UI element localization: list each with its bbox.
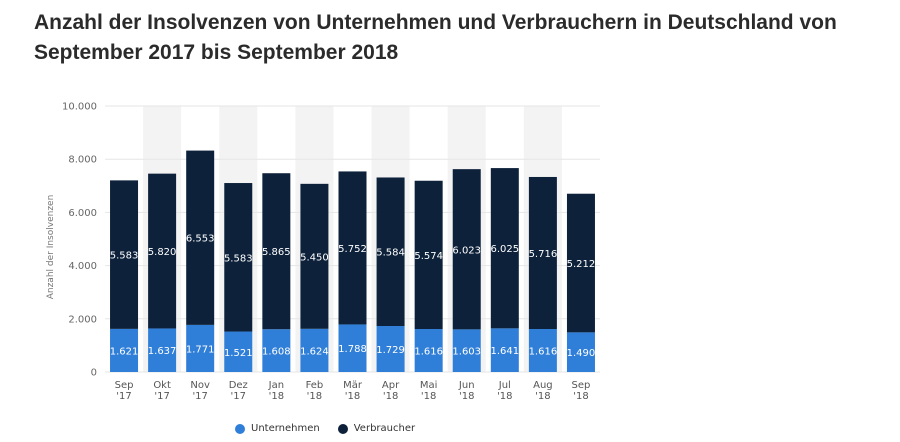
x-tick-label-year: '18: [421, 391, 436, 402]
y-tick-label: 6.000: [68, 208, 97, 219]
data-label-unternehmen: 1.641: [490, 346, 519, 357]
data-label-verbraucher: 5.583: [110, 251, 139, 262]
legend-marker-unternehmen: [235, 423, 245, 434]
bar-unternehmen: [414, 329, 443, 372]
bar-unternehmen: [376, 326, 405, 372]
data-label-verbraucher: 5.865: [262, 247, 291, 258]
x-tick-label: Nov: [190, 380, 210, 391]
bar-unternehmen: [338, 324, 367, 372]
data-label-unternehmen: 1.616: [414, 347, 443, 358]
bar-verbraucher: [186, 150, 215, 325]
bar-verbraucher: [376, 177, 405, 327]
data-label-verbraucher: 5.584: [376, 248, 405, 259]
y-tick-label: 2.000: [68, 314, 97, 325]
x-tick-label: Sep: [115, 380, 134, 391]
data-label-verbraucher: 6.553: [186, 234, 215, 245]
data-label-verbraucher: 6.023: [452, 245, 481, 256]
x-tick-label-year: '18: [307, 391, 322, 402]
bar-verbraucher: [110, 180, 139, 329]
data-label-verbraucher: 5.716: [529, 249, 558, 260]
chart-canvas: 1.621 5.583 1.637 5.820 1.771 6.553 1.521 5.583…: [46, 102, 600, 402]
x-tick-label: Mär: [343, 380, 363, 391]
bar-unternehmen: [262, 329, 291, 372]
x-tick-label: Aug: [533, 380, 553, 391]
chart-title: Anzahl der Insolvenzen von Unternehmen u…: [34, 11, 837, 64]
data-label-verbraucher: 6.025: [490, 244, 519, 255]
data-label-verbraucher: 5.820: [148, 247, 177, 258]
data-label-verbraucher: 5.574: [414, 251, 443, 262]
data-label-verbraucher: 5.583: [224, 253, 253, 264]
data-label-unternehmen: 1.603: [452, 347, 481, 358]
bars: [110, 150, 595, 372]
x-tick-label-year: '18: [497, 391, 512, 402]
bar-verbraucher: [566, 193, 595, 333]
x-tick-label: Feb: [306, 380, 324, 391]
legend-label-verbraucher: Verbraucher: [353, 423, 416, 434]
x-tick-label: Okt: [153, 380, 171, 391]
bar-verbraucher: [300, 183, 329, 329]
x-axis: Sep'17Okt'17Nov'17Dez'17Jan'18Feb'18Mär'…: [115, 380, 591, 402]
x-tick-label: Sep: [572, 380, 591, 391]
data-label-unternehmen: 1.637: [148, 346, 177, 357]
data-label-verbraucher: 5.450: [300, 252, 329, 263]
bar-unternehmen: [528, 329, 557, 372]
bar-unternehmen: [224, 331, 253, 372]
data-label-unternehmen: 1.729: [376, 345, 405, 356]
bar-unternehmen: [300, 328, 329, 372]
x-tick-label-year: '18: [383, 391, 398, 402]
data-label-unternehmen: 1.624: [300, 346, 329, 357]
data-label-unternehmen: 1.521: [224, 348, 253, 359]
x-tick-label-year: '17: [192, 391, 207, 402]
legend-item-verbraucher[interactable]: Verbraucher: [337, 423, 416, 434]
bar-verbraucher: [262, 173, 291, 330]
legend-item-unternehmen[interactable]: Unternehmen: [235, 423, 320, 434]
x-tick-label-year: '17: [231, 391, 246, 402]
y-tick-label: 0: [91, 368, 97, 379]
bar-unternehmen: [148, 328, 177, 372]
bar-verbraucher: [490, 168, 519, 329]
bar-verbraucher: [528, 176, 557, 330]
data-label-unternehmen: 1.621: [110, 346, 139, 357]
x-tick-label: Jan: [268, 380, 284, 391]
legend: Unternehmen Verbraucher: [235, 423, 415, 434]
bar-unternehmen: [452, 329, 481, 372]
data-label-unternehmen: 1.608: [262, 347, 291, 358]
x-tick-label-year: '17: [116, 391, 131, 402]
data-label-unternehmen: 1.771: [186, 344, 215, 355]
data-label-unternehmen: 1.788: [338, 344, 367, 355]
x-tick-label-year: '18: [459, 391, 474, 402]
legend-marker-verbraucher: [337, 423, 348, 434]
x-tick-label-year: '17: [154, 391, 169, 402]
bar-unternehmen: [490, 328, 519, 372]
x-tick-label-year: '18: [535, 391, 550, 402]
y-tick-label: 10.000: [62, 102, 97, 113]
bar-unternehmen: [186, 324, 215, 372]
bar-verbraucher: [148, 173, 177, 329]
x-tick-label: Jun: [458, 380, 475, 391]
y-tick-label: 4.000: [68, 261, 97, 272]
x-tick-label-year: '18: [573, 391, 588, 402]
x-tick-label-year: '18: [269, 391, 284, 402]
data-label-verbraucher: 5.752: [338, 244, 367, 255]
bar-verbraucher: [452, 169, 481, 330]
x-tick-label: Jul: [498, 380, 511, 391]
y-axis-title: Anzahl der Insolvenzen: [46, 195, 56, 300]
bar-verbraucher: [338, 171, 367, 325]
data-label-unternehmen: 1.490: [567, 348, 596, 359]
y-axis: 0 2.000 4.000 6.000 8.000 10.000 Anzahl der In…: [46, 102, 97, 379]
y-tick-label: 8.000: [68, 155, 97, 166]
x-tick-label: Apr: [382, 380, 400, 391]
data-labels: 1.621 5.583 1.637 5.820 1.771 6.553 1.521 5.583…: [110, 234, 596, 359]
bar-unternehmen: [110, 328, 139, 372]
bar-verbraucher: [414, 180, 443, 330]
x-tick-label: Dez: [229, 380, 248, 391]
bar-verbraucher: [224, 183, 253, 332]
data-label-unternehmen: 1.616: [529, 347, 558, 358]
data-label-verbraucher: 5.212: [567, 259, 596, 270]
x-tick-label-year: '18: [345, 391, 360, 402]
bar-unternehmen: [566, 332, 595, 372]
x-tick-label: Mai: [420, 380, 438, 391]
legend-label-unternehmen: Unternehmen: [251, 423, 320, 434]
